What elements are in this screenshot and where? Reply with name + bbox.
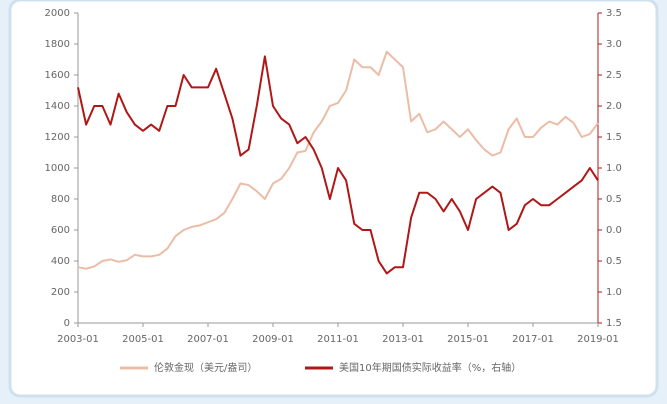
- y2-tick-label: 3.0: [606, 39, 622, 50]
- y2-tick-label: 1.0: [606, 163, 622, 174]
- x-tick-label: 2017-01: [512, 334, 554, 345]
- y2-tick-label: 1.5: [606, 318, 622, 329]
- y-tick-label: 2000: [45, 8, 70, 19]
- y-tick-label: 800: [51, 194, 70, 205]
- y2-tick-label: 3.5: [606, 8, 622, 19]
- y2-tick-label: 0.5: [606, 194, 622, 205]
- x-tick-label: 2013-01: [382, 334, 424, 345]
- y-tick-label: 1600: [45, 70, 70, 81]
- y2-tick-label: 0.0: [606, 225, 622, 236]
- x-tick-label: 2005-01: [122, 334, 164, 345]
- y-tick-label: 200: [51, 287, 70, 298]
- y-tick-label: 1400: [45, 101, 70, 112]
- card: [8, 0, 659, 398]
- legend-label: 伦敦金现（美元/盎司）: [154, 361, 257, 374]
- y-tick-label: 600: [51, 225, 70, 236]
- x-tick-label: 2007-01: [187, 334, 229, 345]
- x-tick-label: 2019-01: [577, 334, 619, 345]
- y-tick-label: 1800: [45, 39, 70, 50]
- x-tick-label: 2009-01: [252, 334, 294, 345]
- y2-tick-label: 0.5: [606, 256, 622, 267]
- series-line: [77, 50, 599, 270]
- y2-tick-label: 1.0: [606, 287, 622, 298]
- y-tick-label: 400: [51, 256, 70, 267]
- y-tick-label: 1200: [45, 132, 70, 143]
- legend-label: 美国10年期国债实际收益率（%，右轴）: [339, 361, 521, 374]
- series-line: [77, 55, 599, 275]
- y2-tick-label: 2.0: [606, 101, 622, 112]
- y-tick-label: 1000: [45, 163, 70, 174]
- y2-tick-label: 1.5: [606, 132, 622, 143]
- x-tick-label: 2011-01: [317, 334, 359, 345]
- y2-tick-label: 2.5: [606, 70, 622, 81]
- x-tick-label: 2015-01: [447, 334, 489, 345]
- x-tick-label: 2003-01: [57, 334, 99, 345]
- y-tick-label: 0: [64, 318, 70, 329]
